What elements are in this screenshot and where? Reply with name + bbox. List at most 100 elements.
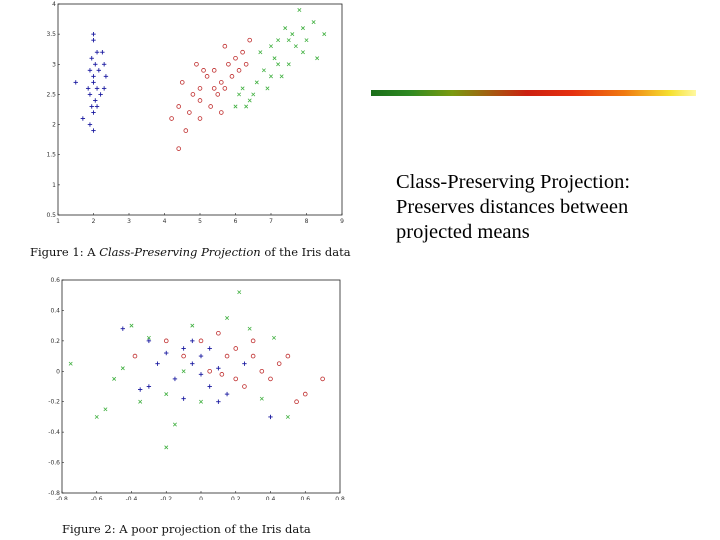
data-point-circle bbox=[207, 368, 212, 374]
data-point-circle bbox=[204, 74, 210, 79]
data-point-circle bbox=[181, 353, 186, 359]
data-point-circle bbox=[216, 330, 221, 336]
data-point-circle bbox=[215, 92, 221, 97]
x-tick-label: 9 bbox=[340, 218, 344, 225]
data-point-circle bbox=[240, 49, 245, 55]
data-point-plus bbox=[91, 74, 96, 79]
data-point-cross bbox=[181, 369, 186, 374]
data-point-plus bbox=[100, 50, 105, 55]
data-point-plus bbox=[96, 68, 102, 73]
data-point-cross bbox=[225, 316, 230, 321]
x-tick-label: 1 bbox=[56, 218, 60, 225]
data-point-cross bbox=[251, 92, 256, 97]
data-point-cross bbox=[322, 32, 327, 37]
data-point-cross bbox=[112, 376, 117, 381]
data-point-plus bbox=[73, 80, 78, 85]
data-point-cross bbox=[103, 407, 108, 412]
data-point-circle bbox=[294, 399, 299, 405]
y-tick-label: 0.2 bbox=[50, 338, 60, 345]
data-point-circle bbox=[236, 68, 242, 73]
data-point-plus bbox=[87, 68, 93, 73]
data-point-circle bbox=[285, 353, 291, 359]
data-point-plus bbox=[190, 338, 195, 344]
data-point-cross bbox=[286, 38, 291, 43]
data-point-plus bbox=[80, 116, 86, 121]
data-point-circle bbox=[302, 391, 308, 397]
y-tick-label: 3 bbox=[52, 61, 56, 68]
data-point-cross bbox=[68, 361, 73, 366]
data-point-cross bbox=[315, 56, 320, 61]
data-point-plus bbox=[94, 86, 100, 91]
figure1-caption-prefix: Figure 1: A bbox=[30, 245, 100, 259]
data-point-cross bbox=[271, 335, 276, 340]
data-point-cross bbox=[290, 32, 295, 37]
data-point-circle bbox=[169, 116, 174, 121]
data-point-circle bbox=[219, 80, 224, 85]
data-point-plus bbox=[120, 326, 126, 331]
x-tick-label: 5 bbox=[198, 218, 202, 225]
data-point-cross bbox=[146, 335, 151, 340]
slide-text-line2: Preserves distances between bbox=[396, 196, 629, 218]
figure2-caption: Figure 2: A poor projection of the Iris … bbox=[62, 522, 311, 536]
data-point-circle bbox=[229, 74, 235, 79]
data-point-circle bbox=[163, 338, 169, 344]
data-point-cross bbox=[311, 20, 316, 25]
data-point-plus bbox=[98, 92, 103, 97]
x-tick-label: 7 bbox=[269, 218, 273, 225]
x-tick-label: 8 bbox=[305, 218, 309, 225]
data-point-plus bbox=[268, 414, 273, 420]
data-point-plus bbox=[91, 110, 96, 115]
data-point-circle bbox=[226, 61, 231, 67]
data-point-plus bbox=[207, 384, 212, 389]
data-point-plus bbox=[137, 387, 143, 392]
x-tick-label: 4 bbox=[163, 218, 167, 225]
data-point-plus bbox=[164, 350, 169, 356]
figure2-scatter-plot: -0.8 -0.6 -0.4 -0.2 0 0.2 0.4 0.6 0.8 0.6 0.4 0.2 0 -… bbox=[48, 277, 345, 500]
y-tick-label: 0.4 bbox=[50, 307, 60, 314]
data-point-cross bbox=[304, 38, 309, 43]
figure1-scatter-plot: 1 2 3 4 5 6 7 8 90.511.522.533.54 bbox=[46, 1, 344, 225]
data-point-circle bbox=[224, 353, 230, 359]
y-tick-label: 2.5 bbox=[46, 91, 56, 98]
data-point-cross bbox=[129, 323, 134, 328]
data-point-circle bbox=[201, 68, 206, 73]
data-point-cross bbox=[259, 396, 264, 401]
data-point-cross bbox=[233, 104, 238, 109]
data-point-plus bbox=[216, 366, 221, 371]
x-tick-label: 0.2 bbox=[231, 496, 241, 500]
data-point-circle bbox=[179, 80, 185, 85]
data-point-circle bbox=[233, 55, 238, 61]
y-tick-label: -0.6 bbox=[48, 460, 60, 467]
data-point-circle bbox=[222, 43, 228, 49]
data-point-cross bbox=[297, 8, 302, 13]
slide-text: Class-Preserving Projection: Preserves d… bbox=[396, 170, 696, 245]
data-point-circle bbox=[132, 353, 138, 359]
data-point-cross bbox=[254, 80, 259, 85]
data-point-cross bbox=[272, 56, 277, 61]
x-tick-label: -0.4 bbox=[126, 496, 138, 500]
data-point-plus bbox=[91, 37, 96, 43]
data-point-circle bbox=[219, 372, 225, 377]
x-tick-label: 0.6 bbox=[300, 496, 310, 500]
data-point-cross bbox=[283, 26, 288, 31]
data-point-circle bbox=[243, 61, 249, 67]
data-point-cross bbox=[190, 323, 195, 328]
data-point-plus bbox=[93, 98, 98, 103]
data-point-cross bbox=[285, 414, 290, 419]
x-tick-label: -0.2 bbox=[160, 496, 172, 500]
y-tick-label: 3.5 bbox=[46, 31, 56, 38]
data-point-plus bbox=[181, 346, 186, 351]
data-point-cross bbox=[300, 50, 305, 55]
data-point-cross bbox=[269, 44, 273, 49]
data-point-circle bbox=[276, 361, 282, 366]
data-point-cross bbox=[261, 68, 266, 73]
data-point-plus bbox=[207, 346, 212, 351]
data-point-circle bbox=[190, 92, 196, 97]
y-tick-label: -0.8 bbox=[48, 490, 60, 497]
data-point-circle bbox=[197, 116, 203, 121]
data-point-cross bbox=[247, 326, 252, 331]
x-tick-label: 3 bbox=[127, 218, 131, 225]
slide-text-line3: projected means bbox=[396, 221, 530, 243]
data-point-circle bbox=[183, 128, 189, 133]
data-point-cross bbox=[279, 74, 284, 79]
